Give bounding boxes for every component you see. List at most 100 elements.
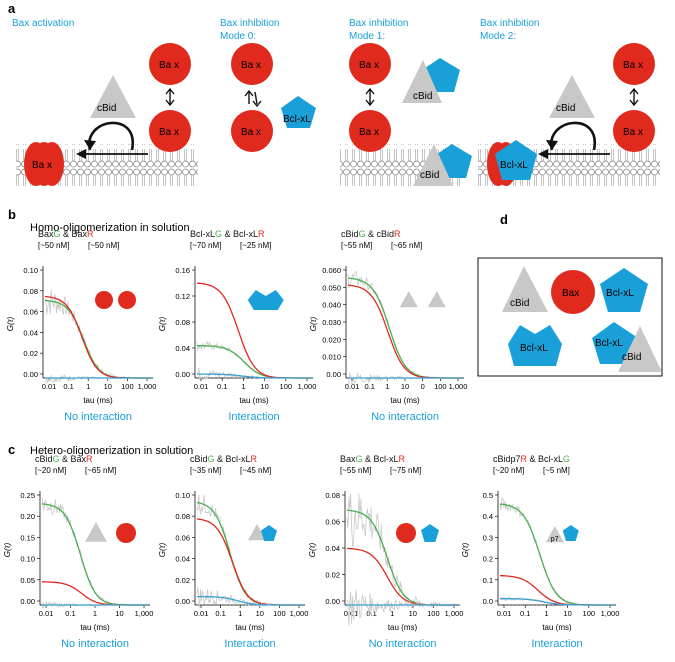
x-tick-label: 1,000	[298, 382, 317, 391]
conc-2: [~5 nM]	[543, 466, 570, 475]
y-tick-label: 0.00	[325, 597, 340, 606]
y-tick-label: 0.1	[483, 576, 493, 585]
x-axis-label: tau (ms)	[388, 623, 418, 632]
verdict: Interaction	[228, 411, 279, 423]
x-tick-label: 1,000	[449, 382, 468, 391]
raw-trace-cross	[346, 589, 459, 626]
x-tick-label: 0.01	[194, 609, 209, 618]
x-tick-label: 1,000	[445, 609, 464, 618]
fit-green	[347, 277, 462, 379]
chart-title-part: G	[54, 229, 61, 239]
x-tick-label: 1	[390, 609, 394, 618]
x-tick-label: 1	[385, 382, 389, 391]
conc-1: [~20 nM]	[493, 466, 524, 475]
x-tick-label: 0.01	[42, 382, 57, 391]
cbid-m2-label: cBid	[556, 103, 575, 114]
y-tick-label: 0.02	[325, 571, 340, 580]
panel-b-letter: b	[8, 207, 16, 222]
chart-title-part: R	[394, 229, 401, 239]
bclxl-dimer-icon	[247, 290, 284, 310]
x-tick-label: 0.1	[215, 609, 225, 618]
mode-0-scheme: Ba x Ba x Bcl-xL	[231, 43, 316, 152]
chart-title-part: & Bax	[60, 454, 87, 464]
y-tick-label: 0.06	[325, 518, 340, 527]
mode-3-title: Bax inhibition	[480, 18, 539, 29]
x-axis-label: tau (ms)	[542, 623, 572, 632]
y-tick-label: 0.25	[20, 491, 35, 500]
verdict: No interaction	[369, 638, 437, 650]
fit-green	[196, 501, 303, 606]
chart-title-part: R	[251, 454, 258, 464]
raw-trace-green	[499, 497, 615, 606]
y-tick-label: 0.08	[325, 491, 340, 500]
chart-title: BaxG & BaxR	[38, 229, 94, 239]
chart-title-part: R	[399, 454, 406, 464]
panel-a-mode-titles: Bax activation Bax inhibition Mode 0: Ba…	[12, 18, 539, 42]
chart-title: Bcl-xLG & Bcl-xLR	[190, 229, 265, 239]
bax-icon	[396, 523, 416, 543]
x-tick-label: 0.1	[63, 382, 73, 391]
chart-title-part: & Bcl-xL	[363, 454, 399, 464]
mode-0-title: Bax activation	[12, 18, 74, 29]
bclxl-icon	[562, 525, 579, 541]
y-axis-label: G(τ)	[158, 542, 167, 557]
fit-red	[499, 574, 614, 606]
bax-icon	[118, 291, 136, 309]
y-tick-label: 0.060	[322, 266, 341, 275]
chart-c2: cBidG & Bcl-xLR [~35 nM] [~45 nM] 0.10 0.08 0…	[158, 454, 308, 650]
fit-red	[346, 547, 458, 606]
chart-title-part: & Bax	[61, 229, 88, 239]
x-tick-label: 0.1	[364, 382, 374, 391]
chart-title: cBidG & BaxR	[35, 454, 93, 464]
y-axis-label: G(τ)	[461, 542, 470, 557]
verdict: No interaction	[61, 638, 129, 650]
chart-title: cBidG & Bcl-xLR	[190, 454, 258, 464]
chart-title-part: R	[87, 229, 94, 239]
x-tick-label: 0.01	[497, 609, 512, 618]
x-tick-label: 100	[427, 609, 440, 618]
bax-m2-bottom: Ba x	[623, 127, 643, 138]
y-tick-label: 0.02	[23, 349, 38, 358]
chart-title: cBidG & cBidR	[341, 229, 401, 239]
x-tick-label: 1	[86, 382, 90, 391]
y-tick-label: 0.020	[322, 335, 341, 344]
y-tick-label: 0.06	[175, 533, 190, 542]
y-axis-label: G(τ)	[308, 542, 317, 557]
y-tick-label: 0.12	[175, 292, 190, 301]
chart-title-part: & Bcl-xL	[222, 229, 258, 239]
legend-complex-cbid: cBid	[622, 352, 641, 363]
chart-title-part: Bcl-xL	[190, 229, 215, 239]
panel-c-heading: Hetero-oligomerization in solution	[30, 445, 193, 457]
chart-b3: cBidG & cBidR [~55 nM] [~65 nM] 0.060 0.050 0…	[309, 229, 467, 423]
y-tick-label: 0.00	[175, 370, 190, 379]
chart-title: cBidp7R & Bcl-xLG	[493, 454, 570, 464]
x-tick-label: 10	[409, 609, 417, 618]
bax-top-label: Ba x	[159, 60, 179, 71]
verdict: No interaction	[64, 411, 132, 423]
legend-bclxl-dimer: Bcl-xL	[520, 343, 548, 354]
x-tick-label: 100	[280, 382, 293, 391]
fit-green	[41, 503, 148, 606]
cbid-icon	[248, 524, 266, 541]
chart-title-part: & cBid	[366, 229, 395, 239]
chart-title-part: cBid	[341, 229, 359, 239]
mode-1-title: Bax inhibition	[220, 18, 279, 29]
x-tick-label: 1	[544, 609, 548, 618]
mode-3-line2: Mode 2:	[480, 31, 516, 42]
y-tick-label: 0.08	[23, 287, 38, 296]
conc-1: [~20 nM]	[35, 466, 66, 475]
y-tick-label: 0.050	[322, 283, 341, 292]
conc-1: [~70 nM]	[190, 241, 221, 250]
y-tick-label: 0.00	[20, 597, 35, 606]
y-axis-label: G(τ)	[3, 542, 12, 557]
conc-1: [~55 nM]	[341, 241, 372, 250]
y-axis-label: G(τ)	[309, 316, 318, 331]
mode-1-line2: Mode 0:	[220, 31, 256, 42]
chart-title-part: R	[258, 229, 265, 239]
bax-m2-top: Ba x	[623, 60, 643, 71]
bax-icon	[116, 523, 136, 543]
verdict: Interaction	[531, 638, 582, 650]
chart-title-part: G	[359, 229, 366, 239]
fit-green	[499, 503, 614, 606]
